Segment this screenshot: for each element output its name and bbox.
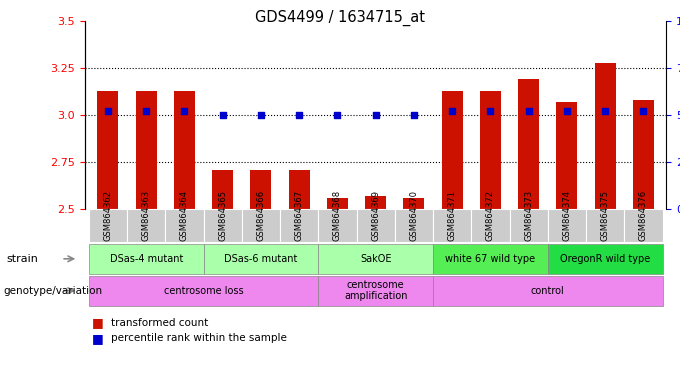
Bar [403,198,424,384]
Text: white 67 wild type: white 67 wild type [445,254,536,264]
Point [485,108,496,114]
Bar [556,102,577,384]
Point [141,108,152,114]
Text: GSM864373: GSM864373 [524,190,533,241]
Text: genotype/variation: genotype/variation [3,286,103,296]
Bar [442,91,462,384]
Bar [250,170,271,384]
Point [638,108,649,114]
Text: GSM864366: GSM864366 [256,190,265,241]
Text: strain: strain [7,254,39,264]
Point [562,108,573,114]
Bar [365,196,386,384]
Point [217,112,228,118]
Text: GSM864375: GSM864375 [600,190,610,241]
Text: centrosome
amplification: centrosome amplification [344,280,407,301]
Bar [480,91,501,384]
Text: GSM864363: GSM864363 [141,190,151,241]
Text: GSM864376: GSM864376 [639,190,648,241]
Point [370,112,381,118]
Text: DSas-4 mutant: DSas-4 mutant [109,254,183,264]
Bar [633,100,654,384]
Bar [518,79,539,384]
Text: GDS4499 / 1634715_at: GDS4499 / 1634715_at [255,10,425,26]
Text: transformed count: transformed count [111,318,208,328]
Point [256,112,267,118]
Bar [327,198,348,384]
Point [600,108,611,114]
Text: ■: ■ [92,332,103,345]
Point [294,112,305,118]
Bar [174,91,195,384]
Point [332,112,343,118]
Text: GSM864371: GSM864371 [447,190,457,241]
Text: DSas-6 mutant: DSas-6 mutant [224,254,298,264]
Text: OregonR wild type: OregonR wild type [560,254,650,264]
Point [409,112,420,118]
Bar [212,170,233,384]
Point [523,108,534,114]
Point [103,108,114,114]
Text: GSM864367: GSM864367 [294,190,304,241]
Text: GSM864374: GSM864374 [562,190,571,241]
Text: control: control [531,286,564,296]
Point [447,108,458,114]
Bar [595,63,615,384]
Text: GSM864370: GSM864370 [409,190,418,241]
Text: GSM864365: GSM864365 [218,190,227,241]
Text: GSM864372: GSM864372 [486,190,495,241]
Text: percentile rank within the sample: percentile rank within the sample [111,333,287,343]
Bar [97,91,118,384]
Text: GSM864364: GSM864364 [180,190,189,241]
Bar [136,91,156,384]
Text: centrosome loss: centrosome loss [164,286,243,296]
Text: GSM864362: GSM864362 [103,190,112,241]
Bar [289,170,309,384]
Text: SakOE: SakOE [360,254,392,264]
Text: ■: ■ [92,316,103,329]
Text: GSM864369: GSM864369 [371,190,380,241]
Text: GSM864368: GSM864368 [333,190,342,241]
Point [179,108,190,114]
